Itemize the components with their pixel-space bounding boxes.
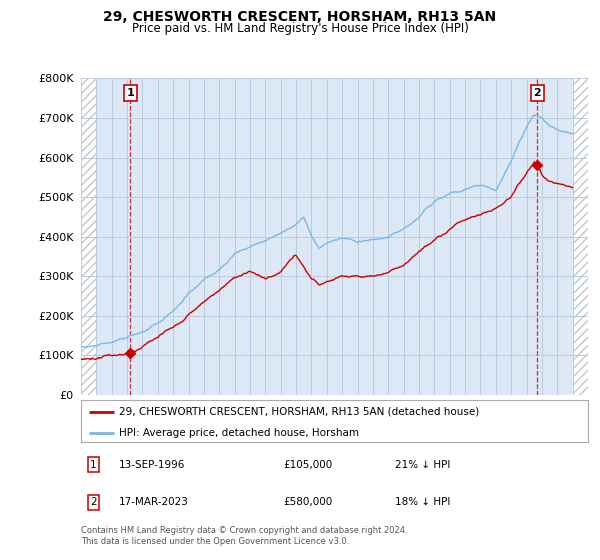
- Text: 18% ↓ HPI: 18% ↓ HPI: [395, 497, 451, 507]
- Bar: [81, 78, 97, 395]
- Text: 2: 2: [533, 88, 541, 98]
- Text: 29, CHESWORTH CRESCENT, HORSHAM, RH13 5AN: 29, CHESWORTH CRESCENT, HORSHAM, RH13 5A…: [103, 10, 497, 24]
- Text: 1: 1: [127, 88, 134, 98]
- Text: 21% ↓ HPI: 21% ↓ HPI: [395, 460, 451, 470]
- Text: Price paid vs. HM Land Registry's House Price Index (HPI): Price paid vs. HM Land Registry's House …: [131, 22, 469, 35]
- Text: Contains HM Land Registry data © Crown copyright and database right 2024.
This d: Contains HM Land Registry data © Crown c…: [81, 526, 407, 546]
- Text: 2: 2: [90, 497, 97, 507]
- Text: £105,000: £105,000: [284, 460, 333, 470]
- Text: £580,000: £580,000: [284, 497, 333, 507]
- Bar: [572, 78, 588, 395]
- Text: 1: 1: [90, 460, 97, 470]
- Text: 29, CHESWORTH CRESCENT, HORSHAM, RH13 5AN (detached house): 29, CHESWORTH CRESCENT, HORSHAM, RH13 5A…: [119, 407, 479, 417]
- Text: 17-MAR-2023: 17-MAR-2023: [119, 497, 189, 507]
- Text: 13-SEP-1996: 13-SEP-1996: [119, 460, 185, 470]
- Text: HPI: Average price, detached house, Horsham: HPI: Average price, detached house, Hors…: [119, 428, 359, 438]
